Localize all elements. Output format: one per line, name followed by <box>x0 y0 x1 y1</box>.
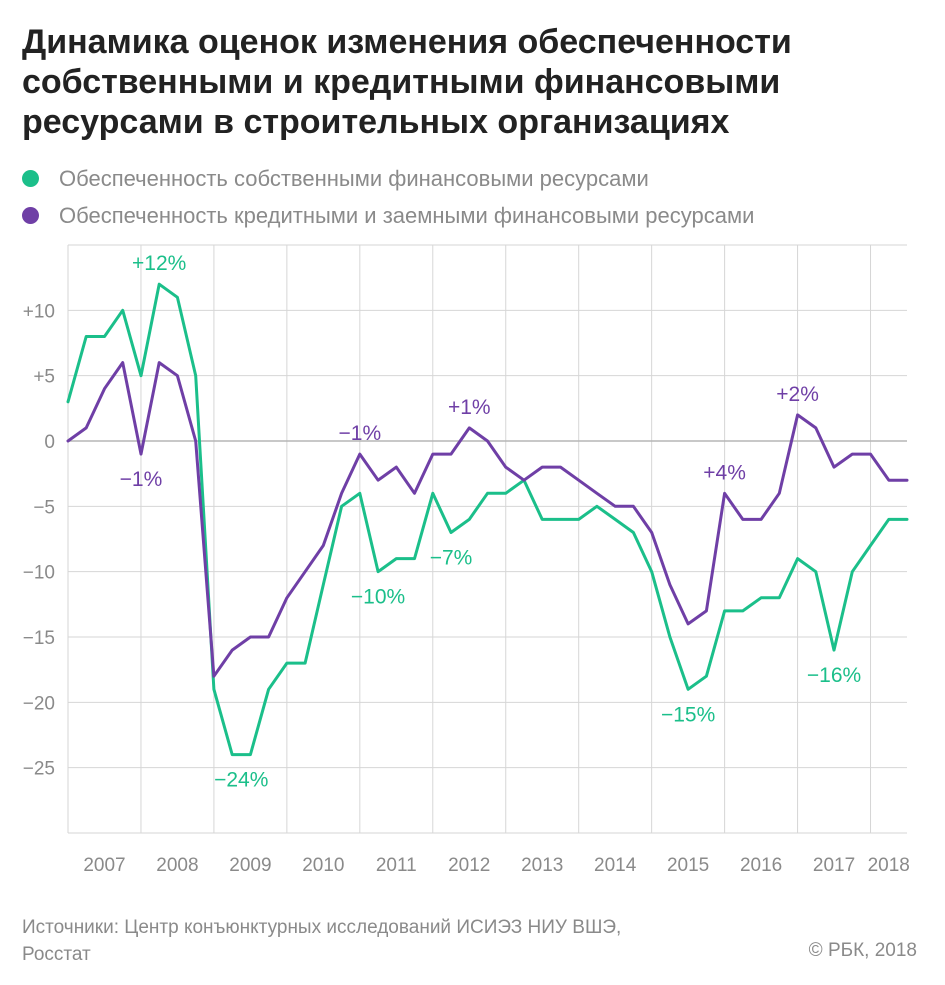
data-label: +1% <box>448 396 491 419</box>
source-line-1: Источники: Центр конъюнктурных исследова… <box>22 917 622 938</box>
series-line-own-resources <box>66 282 909 757</box>
x-tick-label: 2009 <box>229 855 271 876</box>
x-tick-label: 2011 <box>376 855 417 876</box>
legend-item-own-resources: Обеспеченность собственными финансовыми … <box>22 160 754 197</box>
x-tick-label: 2016 <box>740 855 782 876</box>
data-label: −10% <box>351 586 405 609</box>
y-tick-label: −10 <box>23 563 55 584</box>
x-tick-label: 2018 <box>868 855 910 876</box>
series-line-credit-resources <box>66 361 909 678</box>
data-label: −1% <box>339 422 382 445</box>
legend-swatch-green <box>22 170 39 187</box>
x-tick-label: 2014 <box>594 855 637 876</box>
x-tick-label: 2010 <box>302 855 344 876</box>
chart-title: Динамика оценок изменения обеспеченности… <box>22 23 792 141</box>
source-line-2: Росстат <box>22 944 91 965</box>
legend-swatch-purple <box>22 207 39 224</box>
x-tick-label: 2012 <box>448 855 490 876</box>
data-label: −15% <box>661 703 715 726</box>
x-tick-label: 2017 <box>813 855 855 876</box>
y-tick-label: −20 <box>23 693 55 714</box>
y-tick-label: −5 <box>33 497 55 518</box>
legend-item-credit-resources: Обеспеченность кредитными и заемными фин… <box>22 197 754 234</box>
y-tick-label: 0 <box>44 432 55 453</box>
y-tick-label: −25 <box>23 759 55 780</box>
line-chart: +10 +5 0 −5 −10 −15 −20 −25 2007 2008 2009 2010 2011… <box>23 244 910 876</box>
source-note: Источники: Центр конъюнктурных исследова… <box>22 914 782 968</box>
x-tick-label: 2013 <box>521 855 563 876</box>
y-tick-label: +5 <box>33 367 55 388</box>
legend-label-credit-resources: Обеспеченность кредитными и заемными фин… <box>59 202 755 228</box>
data-label: −24% <box>214 769 268 792</box>
copyright: © РБК, 2018 <box>808 940 917 961</box>
y-tick-label: +10 <box>23 301 55 322</box>
x-tick-label: 2008 <box>156 855 198 876</box>
data-label: +2% <box>776 383 819 406</box>
data-label: +4% <box>703 461 746 484</box>
x-tick-label: 2007 <box>83 855 125 876</box>
legend-label-own-resources: Обеспеченность собственными финансовыми … <box>59 165 649 191</box>
x-tick-label: 2015 <box>667 855 709 876</box>
y-tick-label: −15 <box>23 628 55 649</box>
data-label: −7% <box>430 546 473 569</box>
legend: Обеспеченность собственными финансовыми … <box>22 160 754 234</box>
data-label: +12% <box>132 252 186 275</box>
data-label: −16% <box>807 664 861 687</box>
data-label: −1% <box>120 468 163 491</box>
